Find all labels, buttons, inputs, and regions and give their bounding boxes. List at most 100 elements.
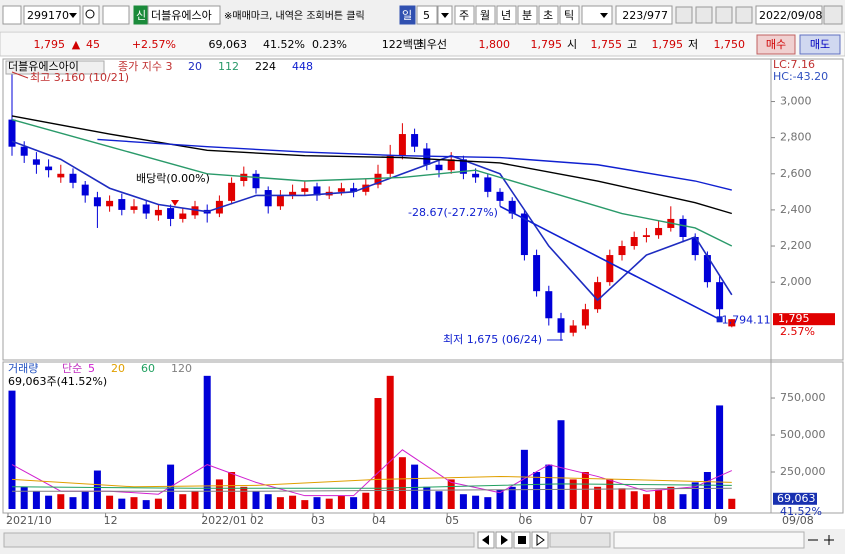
volume-bar [496, 489, 504, 509]
volume-bar [81, 491, 89, 509]
candle-body [289, 191, 297, 196]
volume-bar [118, 498, 126, 509]
candle-body [484, 177, 492, 192]
trend-change: -28.67(-27.27%) [408, 206, 498, 219]
x-tick-label: 06 [518, 514, 532, 527]
period-option[interactable] [517, 5, 538, 25]
candle-body [228, 182, 236, 201]
candle-body [435, 164, 443, 171]
candle-body [411, 134, 419, 147]
volume-bar [716, 405, 724, 509]
sound-button[interactable] [102, 5, 130, 25]
tool-icon[interactable] [735, 6, 753, 24]
calendar-button[interactable] [823, 5, 843, 25]
price-tag [773, 313, 835, 326]
candle-body [618, 246, 626, 256]
volume-bar [691, 482, 699, 509]
volume-bar [203, 375, 211, 509]
period-option[interactable] [559, 5, 580, 25]
code-input[interactable] [23, 5, 81, 25]
volume-note: 69,063주(41.52%) [8, 375, 107, 388]
period-option-label: 년 [501, 9, 511, 22]
volume-bar [459, 494, 467, 509]
volume-bar [325, 498, 333, 509]
ma-line [11, 140, 733, 302]
legend-entry: 120 [171, 362, 192, 375]
candle-body [264, 190, 272, 207]
volume-bar [411, 464, 419, 509]
y-tick-label: 750,000 [780, 391, 826, 404]
quote-ask: 1,800 [479, 38, 511, 51]
volume-bar [398, 457, 406, 509]
legend-entry: 224 [255, 60, 276, 73]
y-tick-label: 2,000 [780, 275, 812, 288]
tool-icon[interactable] [715, 6, 733, 24]
scrollbar-track[interactable] [3, 532, 475, 548]
volume-bar [435, 491, 443, 509]
trend-end [716, 316, 723, 323]
period-option[interactable] [538, 5, 559, 25]
candle-body [459, 159, 467, 174]
volume-bar [655, 489, 663, 509]
y-tick-label: 250,000 [780, 465, 826, 478]
volume-bar [179, 494, 187, 509]
volume-tag [773, 492, 817, 505]
price-tag-label: 1,795 [778, 312, 810, 325]
volume-bar [350, 497, 358, 509]
candle-body [655, 227, 663, 236]
y-tick-label: 2,800 [780, 131, 812, 144]
volume-bar [57, 494, 65, 509]
period-option-label: 분 [522, 9, 532, 22]
volume-bar [618, 488, 626, 509]
ma-line [11, 475, 732, 488]
search-button[interactable] [82, 5, 100, 25]
volume-bar [679, 494, 687, 509]
volume-bar [240, 486, 248, 509]
volume-bar [20, 486, 28, 509]
x-tick-label: 03 [311, 514, 325, 527]
volume-bar [557, 420, 565, 509]
tool-icon[interactable] [695, 6, 713, 24]
legend-entry: 20 [111, 362, 125, 375]
candle-body [398, 134, 406, 156]
candle-body [606, 255, 614, 283]
volume-bar [313, 497, 321, 509]
buy-button[interactable] [756, 34, 796, 55]
dropdown-arrow [441, 13, 449, 18]
period-option[interactable] [454, 5, 475, 25]
period-option[interactable] [475, 5, 496, 25]
x-tick-label: 2022/01 [201, 514, 247, 527]
dividend-marker [171, 200, 179, 206]
price-tag-pct: 2.57% [780, 325, 815, 338]
quote-high: 1,795 [652, 38, 684, 51]
candle-body [533, 255, 541, 292]
quote-amount: 122백만 [382, 38, 423, 51]
candle-body [691, 236, 699, 256]
volume-bar [374, 398, 382, 509]
ma-line [11, 483, 732, 489]
data-count: 223/977 [622, 9, 668, 22]
stock-name: 더블유에스아 [151, 9, 212, 22]
period-option-label: 월 [480, 9, 490, 22]
panel-name-box [5, 60, 105, 75]
volume-bar [606, 479, 614, 509]
candle-body [386, 155, 394, 174]
x-tick-label: 04 [372, 514, 386, 527]
trend-line [499, 205, 720, 321]
search-icon [85, 9, 95, 19]
scroll-buttons[interactable] [477, 531, 834, 549]
volume-bar [45, 495, 53, 509]
candle-body [545, 291, 553, 319]
period-count[interactable] [416, 5, 438, 25]
period-button[interactable] [399, 5, 416, 25]
period-option[interactable] [496, 5, 517, 25]
volume-bar [386, 375, 394, 509]
quote-bar [0, 31, 845, 57]
tool-icon[interactable] [675, 6, 693, 24]
volume-bar [667, 486, 675, 509]
count-field [615, 5, 673, 25]
market-label: 신 [136, 9, 146, 22]
sell-button[interactable] [799, 34, 841, 55]
volume-bar [69, 497, 77, 509]
dropdown[interactable] [581, 5, 613, 25]
